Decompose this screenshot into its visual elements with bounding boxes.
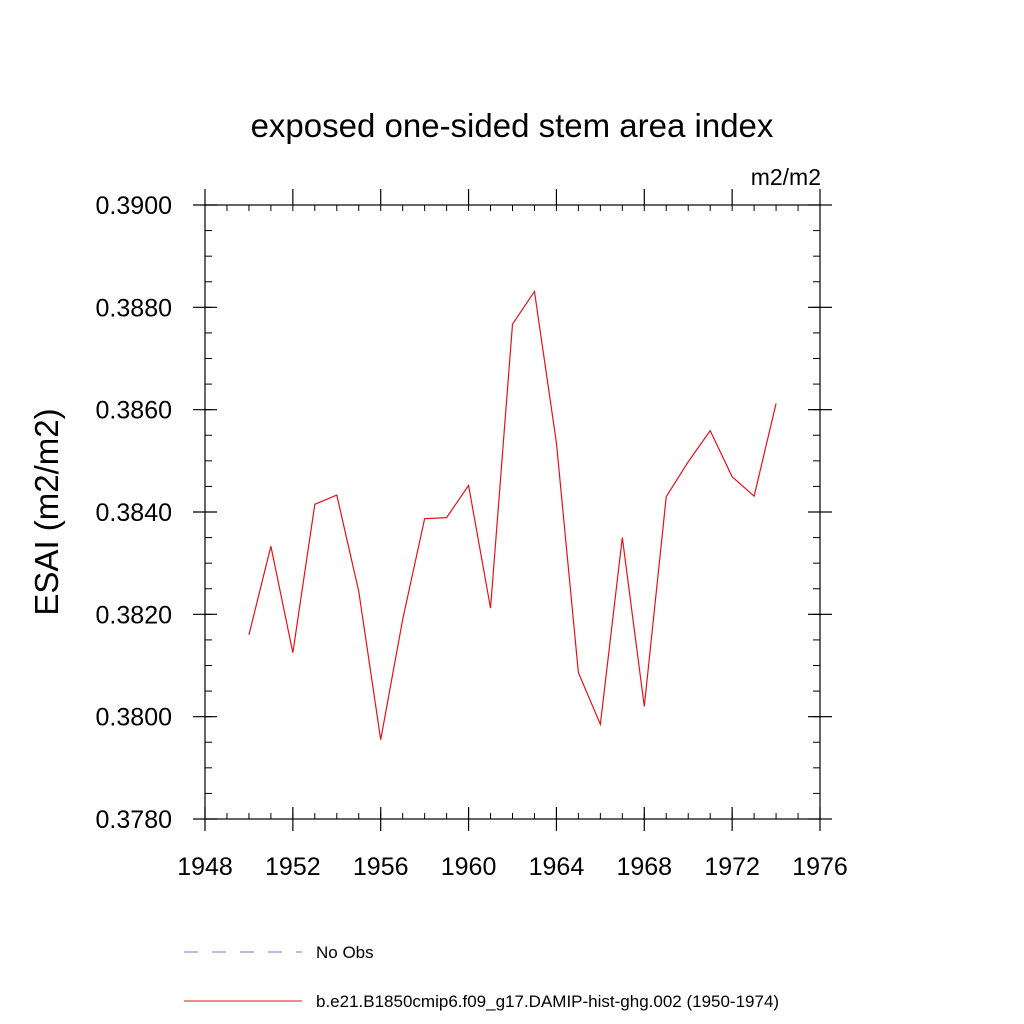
y-axis: 0.3780 0.3800 0.3820 0.3840 0.3860 0.3880 0.39…: [96, 192, 832, 834]
data-point: [489, 607, 492, 610]
x-tick-label: 1960: [441, 853, 497, 881]
y-tick-label: 0.3900: [96, 192, 172, 220]
x-tick-label: 1972: [704, 853, 760, 881]
plot-frame: [204, 204, 821, 820]
y-tick-label: 0.3780: [96, 806, 172, 834]
data-point: [775, 402, 778, 405]
data-point: [731, 475, 734, 478]
data-point: [533, 290, 536, 293]
data-point: [621, 536, 624, 539]
legend-label: b.e21.B1850cmip6.f09_g17.DAMIP-hist-ghg.…: [316, 992, 779, 1011]
data-point: [401, 618, 404, 621]
data-point: [291, 651, 294, 654]
data-point: [269, 545, 272, 548]
data-point: [467, 484, 470, 487]
data-point: [423, 517, 426, 520]
y-tick-label: 0.3860: [96, 397, 172, 425]
chart-title: exposed one-sided stem area index: [251, 107, 774, 144]
data-point: [643, 705, 646, 708]
minor-ticks: [204, 204, 821, 820]
x-tick-label: 1956: [353, 853, 409, 881]
data-point: [511, 323, 514, 326]
y-tick-label: 0.3840: [96, 499, 172, 527]
x-tick-label: 1948: [177, 853, 233, 881]
data-point: [445, 516, 448, 519]
data-point: [599, 723, 602, 726]
x-tick-label: 1952: [265, 853, 321, 881]
data-point: [555, 441, 558, 444]
data-point: [379, 738, 382, 741]
x-axis: 1948 1952 1956 1960 1964 1968 1972 1976: [177, 189, 848, 881]
data-point: [335, 494, 338, 497]
data-point: [247, 633, 250, 636]
legend: No Obs b.e21.B1850cmip6.f09_g17.DAMIP-his…: [184, 943, 779, 1011]
data-point: [313, 503, 316, 506]
x-tick-label: 1968: [616, 853, 672, 881]
data-point: [577, 671, 580, 674]
data-point: [709, 429, 712, 432]
data-point: [665, 495, 668, 498]
y-tick-label: 0.3880: [96, 294, 172, 322]
units-label: m2/m2: [751, 164, 821, 190]
data-point: [357, 590, 360, 593]
data-point: [687, 460, 690, 463]
x-tick-label: 1976: [792, 853, 848, 881]
series-line: [248, 289, 777, 740]
y-tick-label: 0.3820: [96, 601, 172, 629]
y-tick-label: 0.3800: [96, 704, 172, 732]
y-axis-title: ESAI (m2/m2): [28, 408, 65, 615]
x-tick-label: 1964: [529, 853, 585, 881]
data-point: [753, 495, 756, 498]
legend-label: No Obs: [316, 943, 374, 962]
series-layer: [247, 289, 778, 741]
